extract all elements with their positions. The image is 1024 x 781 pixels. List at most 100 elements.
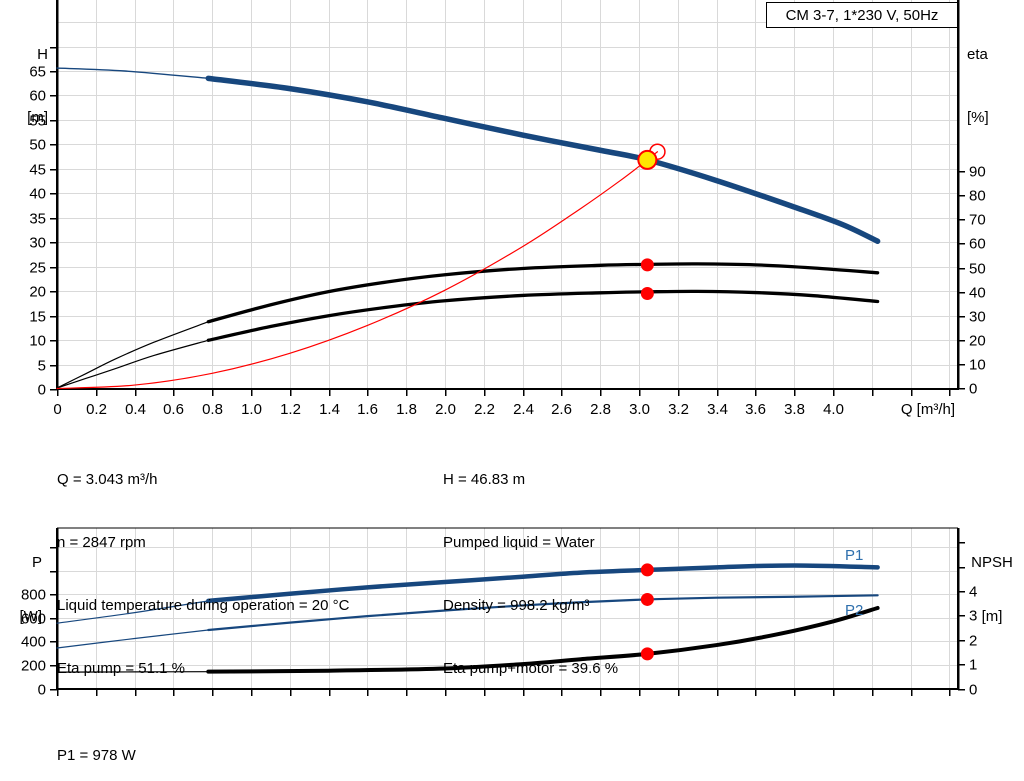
svg-text:1.8: 1.8	[396, 401, 417, 418]
axis-ticks-labels: 0 200 400 600 800 0 1 2 3 4	[21, 541, 977, 699]
chart2-left-axis-title: P [W]	[0, 518, 43, 662]
axis-title-p: P	[31, 554, 42, 571]
svg-text:2.4: 2.4	[513, 401, 534, 418]
svg-text:3: 3	[969, 608, 977, 625]
info-density: Density = 998.2 kg/m³	[443, 597, 590, 614]
eta-pump-point	[640, 258, 654, 272]
svg-text:65: 65	[29, 64, 46, 81]
svg-text:2.2: 2.2	[474, 401, 495, 418]
svg-text:0.4: 0.4	[125, 401, 146, 418]
info-eta-pump: Eta pump = 51.1 %	[57, 660, 185, 677]
svg-text:40: 40	[29, 186, 46, 203]
pump-model-label: CM 3-7, 1*230 V, 50Hz	[785, 6, 939, 24]
pump-model-badge: CM 3-7, 1*230 V, 50Hz	[766, 2, 958, 28]
svg-text:50: 50	[29, 137, 46, 154]
svg-text:10: 10	[29, 333, 46, 350]
svg-text:4.0: 4.0	[823, 401, 844, 418]
eta-pump-motor-point	[640, 287, 654, 301]
system-curve	[56, 151, 659, 390]
power-npsh-chart: 0 200 400 600 800 0 1 2 3 4 P1 P2	[21, 527, 977, 699]
axis-ticks-labels: 0 0.2 0.4 0.6 0.8 1.0 1.2 1.4 1.6 1.8 2.0 2.2 2.4 2.6…	[29, 46, 986, 418]
svg-text:25: 25	[29, 260, 46, 277]
eta-pump-motor-curve	[56, 289, 880, 389]
svg-text:1.4: 1.4	[319, 401, 340, 418]
p1-curve-label: P1	[845, 547, 863, 564]
chart2-right-axis-title: NPSH [m]	[964, 518, 1020, 662]
svg-text:2: 2	[969, 633, 977, 650]
svg-text:3.4: 3.4	[707, 401, 728, 418]
axis-title-m2: [m]	[981, 608, 1003, 625]
svg-text:2.6: 2.6	[551, 401, 572, 418]
svg-text:3.2: 3.2	[668, 401, 689, 418]
svg-text:15: 15	[29, 309, 46, 326]
svg-text:55: 55	[29, 113, 46, 130]
info-liquid-temp: Liquid temperature during operation = 20…	[57, 597, 350, 614]
axis-title-eta: eta	[967, 46, 988, 63]
chart1-right-axis-title: eta [%]	[967, 2, 1019, 170]
axis-spines	[55, 527, 960, 690]
head-curve	[56, 67, 881, 245]
svg-text:30: 30	[969, 309, 986, 326]
p1-point	[640, 563, 654, 577]
svg-text:0.2: 0.2	[86, 401, 107, 418]
npsh-point	[640, 647, 654, 661]
p2-curve	[56, 594, 879, 649]
info-pumped-liquid: Pumped liquid = Water	[443, 534, 595, 551]
axis-title-pct: [%]	[967, 109, 989, 126]
p2-curve-label: P2	[845, 602, 863, 619]
svg-text:200: 200	[21, 658, 46, 675]
svg-text:1.2: 1.2	[280, 401, 301, 418]
svg-text:0: 0	[38, 382, 46, 399]
eta-pump-curve	[56, 262, 880, 389]
axis-title-m: [m]	[27, 109, 48, 126]
hq-eta-chart: 0 0.2 0.4 0.6 0.8 1.0 1.2 1.4 1.6 1.8 2.0 2.2 2.4 2.6…	[29, 0, 986, 418]
svg-text:0: 0	[53, 401, 61, 418]
svg-text:3.6: 3.6	[745, 401, 766, 418]
axis-title-h: H	[37, 46, 48, 63]
svg-text:0.8: 0.8	[202, 401, 223, 418]
svg-text:30: 30	[29, 235, 46, 252]
svg-text:1: 1	[969, 657, 977, 674]
svg-text:3.0: 3.0	[629, 401, 650, 418]
svg-text:90: 90	[969, 164, 986, 181]
svg-text:3.8: 3.8	[784, 401, 805, 418]
svg-text:45: 45	[29, 162, 46, 179]
axis-title-npsh: NPSH	[971, 554, 1013, 571]
info-n: n = 2847 rpm	[57, 534, 146, 551]
duty-info-left: Q = 3.043 m³/h n = 2847 rpm Liquid tempe…	[57, 427, 437, 721]
svg-text:80: 80	[969, 188, 986, 205]
svg-text:10: 10	[969, 357, 986, 374]
info-p1: P1 = 978 W	[57, 747, 136, 764]
svg-text:0: 0	[969, 682, 977, 699]
chart1-left-axis-title: H [m]	[8, 2, 48, 170]
svg-text:60: 60	[29, 88, 46, 105]
svg-text:40: 40	[969, 285, 986, 302]
svg-text:1.6: 1.6	[357, 401, 378, 418]
power-info: P1 = 978 W P2 = 757.9 W NPSH = 1.54 m	[57, 703, 357, 781]
svg-text:0: 0	[38, 682, 46, 699]
svg-text:5: 5	[38, 358, 46, 375]
svg-text:20: 20	[29, 284, 46, 301]
svg-text:0.6: 0.6	[163, 401, 184, 418]
svg-text:800: 800	[21, 587, 46, 604]
duty-info-right: H = 46.83 m Pumped liquid = Water Densit…	[443, 427, 823, 721]
svg-text:50: 50	[969, 261, 986, 278]
info-q: Q = 3.043 m³/h	[57, 471, 158, 488]
axis-spines	[55, 0, 960, 390]
svg-text:1.0: 1.0	[241, 401, 262, 418]
gridlines	[57, 0, 958, 389]
svg-text:70: 70	[969, 212, 986, 229]
svg-text:0: 0	[969, 381, 977, 398]
info-h: H = 46.83 m	[443, 471, 526, 488]
axis-title-w: [W]	[19, 608, 43, 625]
svg-text:60: 60	[969, 236, 986, 253]
svg-text:20: 20	[969, 333, 986, 350]
svg-text:2.8: 2.8	[590, 401, 611, 418]
svg-text:400: 400	[21, 634, 46, 651]
x-axis-unit-label: Q [m³/h]	[901, 401, 955, 418]
svg-text:35: 35	[29, 211, 46, 228]
npsh-curve	[56, 605, 880, 674]
p2-point	[640, 592, 654, 606]
info-eta-pump-motor: Eta pump+motor = 39.6 %	[443, 660, 619, 677]
